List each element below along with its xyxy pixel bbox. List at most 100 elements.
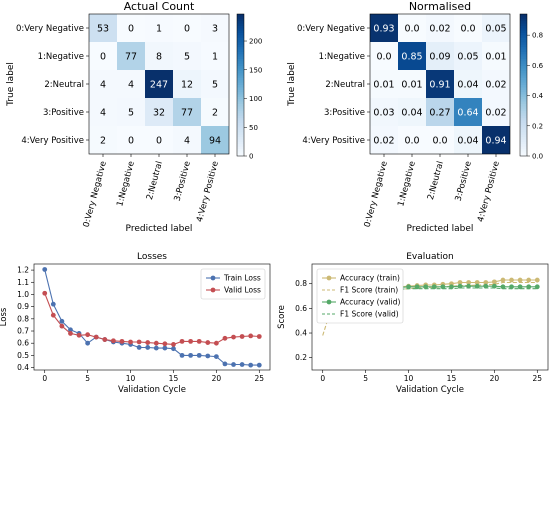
heatmap-cell (173, 70, 201, 98)
colorbar-segment (237, 103, 244, 107)
colorbar-segment (237, 132, 244, 136)
heatmap-cell (173, 42, 201, 70)
x-tick-label: 4:Very Positive (476, 160, 502, 223)
colorbar-segment (237, 23, 244, 27)
colorbar-segment (237, 42, 244, 46)
colorbar-tick-label: 150 (249, 66, 262, 74)
series-point (102, 337, 108, 342)
colorbar-tick-label: 0 (249, 153, 253, 161)
x-tick-label: 2:Neutral (145, 160, 165, 201)
y-tick-label: 2:Neutral (44, 80, 84, 90)
legend-label: Accuracy (valid) (340, 298, 401, 307)
colorbar-segment (237, 146, 244, 150)
legend-marker (326, 275, 332, 281)
colorbar-segment (237, 73, 244, 77)
heatmap-cell (398, 126, 426, 154)
series-point (145, 345, 151, 350)
heatmap-value-label: 5 (128, 108, 134, 119)
series-point (59, 323, 65, 329)
colorbar-segment (237, 25, 244, 29)
colorbar-segment (237, 113, 244, 117)
colorbar-segment (520, 89, 527, 93)
heatmap-cell (145, 42, 173, 70)
colorbar-segment (520, 146, 527, 150)
series-point (68, 331, 73, 336)
colorbar-segment (520, 94, 527, 98)
x-tick-label: 10 (404, 374, 414, 383)
colorbar-segment (520, 96, 527, 100)
heatmap-cell (89, 126, 117, 154)
series-point (534, 284, 540, 290)
heatmap-value-label: 0.64 (457, 108, 478, 119)
heatmap-value-label: 0.0 (432, 136, 447, 147)
heatmap-cell (426, 42, 454, 70)
heatmap-cell (173, 126, 201, 154)
series-point (474, 280, 480, 285)
heatmap-cell (454, 98, 482, 126)
legend-label: Valid Loss (224, 286, 261, 295)
colorbar-tick-label: 0.2 (532, 122, 543, 130)
series-point (196, 352, 202, 358)
colorbar-segment (237, 14, 244, 17)
colorbar-segment (237, 151, 244, 155)
y-tick-label: 0.4 (295, 329, 307, 338)
heatmap-value-label: 4 (128, 80, 134, 91)
heatmap-cell (117, 14, 145, 42)
y-tick-label: 0.9 (17, 302, 29, 311)
colorbar-segment (237, 118, 244, 122)
heatmap-value-label: 0.04 (401, 108, 422, 119)
series-point (162, 341, 168, 347)
colorbar-segment (520, 80, 527, 84)
series-point (517, 284, 523, 290)
x-tick-label: 15 (447, 374, 457, 383)
colorbar-segment (237, 148, 244, 152)
series-point (239, 362, 245, 367)
colorbar-segment (520, 28, 527, 32)
colorbar-segment (237, 125, 244, 129)
heatmap-cell (145, 126, 173, 154)
colorbar-segment (520, 111, 527, 114)
heatmap-value-label: 2 (212, 108, 218, 119)
colorbar-segment (237, 68, 244, 72)
heatmap-cell (201, 98, 229, 126)
colorbar-tick-label: 0.6 (532, 62, 544, 70)
colorbar-segment (520, 63, 527, 67)
heatmap-value-label: 0.0 (460, 24, 475, 35)
heatmap-cell (398, 98, 426, 126)
heatmap-cell (482, 98, 510, 126)
heatmap-cell (117, 126, 145, 154)
heatmap-title: Normalised (409, 0, 471, 13)
colorbar-segment (520, 99, 527, 103)
y-tick-label: 1.2 (17, 266, 29, 275)
colorbar-segment (237, 80, 244, 84)
series-point (457, 280, 463, 285)
y-axis-label: Loss (0, 307, 9, 326)
colorbar-segment (237, 54, 244, 58)
series-point (466, 283, 472, 289)
series-point (500, 277, 506, 283)
legend-label: Train Loss (223, 274, 261, 283)
colorbar-segment (237, 99, 244, 103)
colorbar-segment (237, 87, 244, 91)
colorbar-tick-label: 50 (249, 124, 258, 132)
colorbar-segment (237, 66, 244, 70)
colorbar-segment (520, 54, 527, 58)
legend: Accuracy (train) F1 Score (train) Accuracy… (316, 268, 404, 324)
x-tick-label: 5 (85, 374, 90, 383)
x-tick-label: 20 (490, 374, 500, 383)
y-axis-label: True label (287, 62, 297, 107)
y-axis-label: Score (277, 305, 287, 329)
heatmap-cell (201, 14, 229, 42)
colorbar-segment (520, 70, 527, 74)
heatmap-title: Actual Count (124, 0, 195, 13)
heatmap-cell (173, 14, 201, 42)
heatmap-value-label: 1 (212, 52, 218, 63)
heatmap-value-label: 0.02 (429, 24, 450, 35)
series-point (491, 283, 497, 289)
colorbar-segment (520, 56, 527, 60)
heatmap-cell (454, 70, 482, 98)
heatmap-value-label: 0.85 (401, 52, 422, 63)
heatmap-value-label: 0.05 (485, 24, 506, 35)
colorbar-segment (520, 134, 527, 138)
y-tick-label: 0.5 (17, 351, 29, 360)
